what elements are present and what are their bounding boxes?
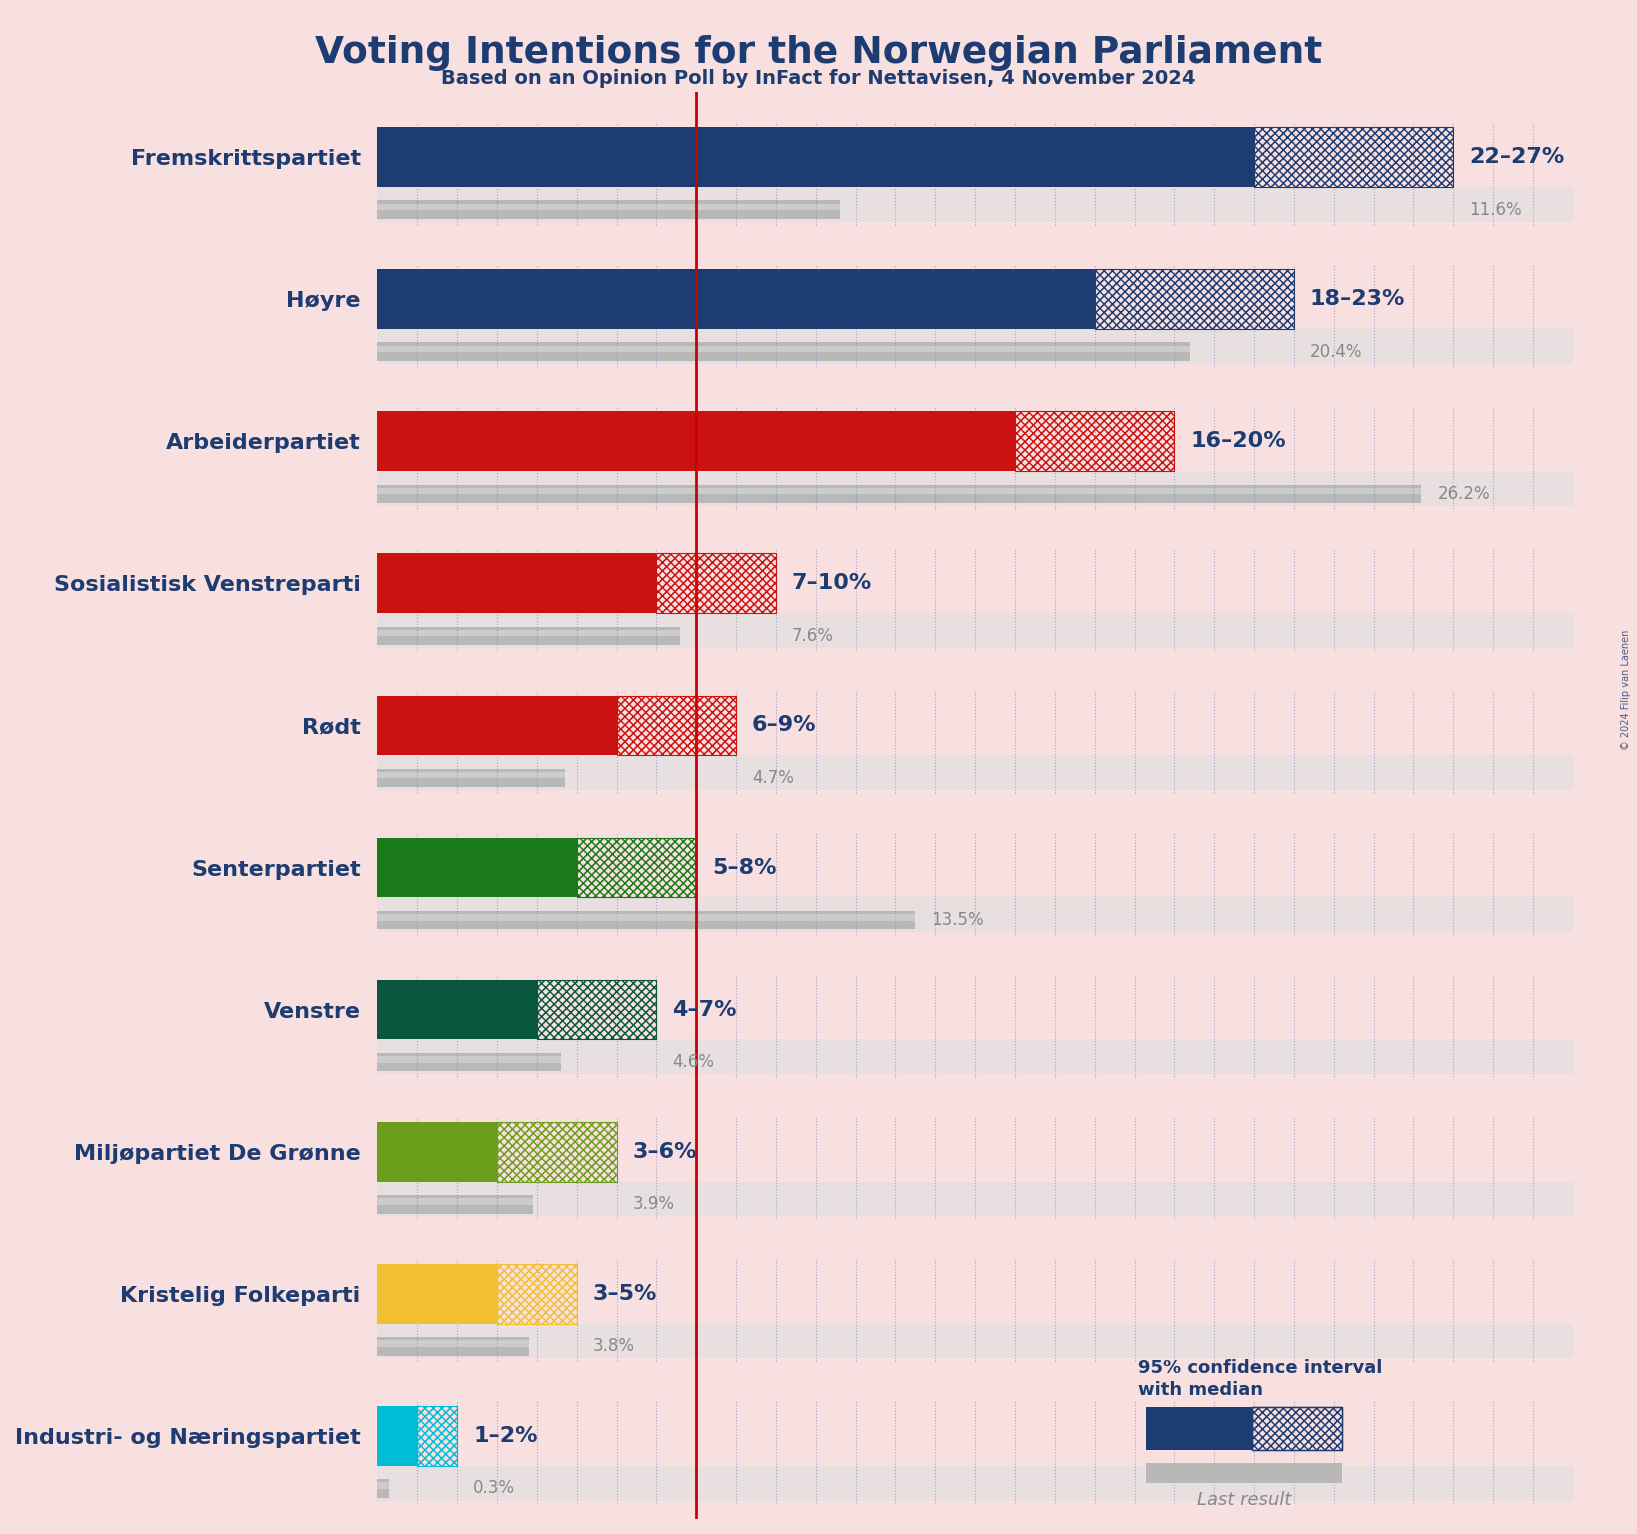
Bar <box>378 1052 561 1071</box>
Bar <box>498 1264 576 1324</box>
Bar <box>378 695 617 755</box>
Bar <box>378 204 840 210</box>
Bar <box>378 614 1573 647</box>
Bar <box>1015 411 1174 471</box>
Text: 22–27%: 22–27% <box>1470 147 1565 167</box>
Text: 5–8%: 5–8% <box>712 858 776 877</box>
Bar <box>378 1264 498 1324</box>
Bar <box>656 554 776 614</box>
Bar <box>1254 127 1454 187</box>
Bar <box>378 342 1190 360</box>
Bar <box>378 1465 1573 1500</box>
Text: 7.6%: 7.6% <box>792 627 833 644</box>
Bar <box>378 911 915 930</box>
Text: 13.5%: 13.5% <box>931 911 984 930</box>
Bar <box>378 1341 529 1347</box>
Text: 95% confidence interval
with median: 95% confidence interval with median <box>1138 1359 1382 1399</box>
Bar <box>1095 270 1293 328</box>
Bar <box>378 127 1254 187</box>
Bar <box>537 980 656 1040</box>
Bar <box>378 411 1015 471</box>
Bar <box>378 838 576 897</box>
Bar <box>617 695 737 755</box>
Bar <box>378 1479 390 1497</box>
Text: 3.8%: 3.8% <box>593 1338 635 1356</box>
Bar <box>378 1324 1573 1359</box>
Text: 7–10%: 7–10% <box>792 574 873 594</box>
Text: 4.7%: 4.7% <box>751 769 794 787</box>
Bar <box>378 270 1095 328</box>
Bar <box>378 630 681 637</box>
Bar <box>378 772 565 778</box>
Bar <box>378 328 1573 364</box>
Bar <box>576 838 696 897</box>
Text: 3–5%: 3–5% <box>593 1284 656 1304</box>
Bar <box>378 1057 561 1063</box>
Bar <box>378 1198 532 1204</box>
Text: © 2024 Filip van Laenen: © 2024 Filip van Laenen <box>1621 630 1630 750</box>
Bar <box>498 1264 576 1324</box>
Bar <box>1015 411 1174 471</box>
Bar <box>617 695 737 755</box>
Text: 4–7%: 4–7% <box>673 1000 737 1020</box>
Text: 3–6%: 3–6% <box>632 1141 697 1161</box>
Bar <box>378 187 1573 222</box>
Text: 0.3%: 0.3% <box>473 1479 516 1497</box>
Bar <box>378 1181 1573 1216</box>
Bar <box>378 980 537 1040</box>
Text: Based on an Opinion Poll by InFact for Nettavisen, 4 November 2024: Based on an Opinion Poll by InFact for N… <box>442 69 1195 87</box>
Bar <box>378 1195 532 1213</box>
Bar <box>378 201 840 219</box>
Text: 4.6%: 4.6% <box>673 1054 714 1071</box>
Bar <box>378 471 1573 506</box>
Bar <box>498 1121 617 1181</box>
Bar <box>378 345 1190 353</box>
Bar <box>378 769 565 787</box>
Text: Voting Intentions for the Norwegian Parliament: Voting Intentions for the Norwegian Parl… <box>314 35 1323 71</box>
Bar <box>417 1407 457 1465</box>
Text: 11.6%: 11.6% <box>1470 201 1522 219</box>
Bar <box>576 838 696 897</box>
Bar <box>378 627 681 646</box>
Text: 18–23%: 18–23% <box>1310 288 1405 310</box>
Bar <box>378 1040 1573 1074</box>
Bar <box>378 1121 498 1181</box>
Bar <box>417 1407 457 1465</box>
Bar <box>1254 127 1454 187</box>
Text: 16–20%: 16–20% <box>1190 431 1287 451</box>
Bar <box>378 485 1421 503</box>
Bar <box>378 1482 390 1490</box>
Bar <box>378 914 915 920</box>
Text: 3.9%: 3.9% <box>632 1195 674 1213</box>
Text: 6–9%: 6–9% <box>751 715 817 735</box>
Bar <box>537 980 656 1040</box>
Bar <box>378 897 1573 933</box>
Text: 26.2%: 26.2% <box>1437 485 1490 503</box>
Bar <box>378 554 656 614</box>
Bar <box>378 488 1421 494</box>
Text: Last result: Last result <box>1197 1491 1292 1509</box>
Bar <box>656 554 776 614</box>
Text: 1–2%: 1–2% <box>473 1427 537 1447</box>
Bar <box>378 1407 417 1465</box>
Bar <box>378 1338 529 1356</box>
Bar <box>498 1121 617 1181</box>
Bar <box>378 755 1573 790</box>
Bar <box>1095 270 1293 328</box>
Text: 20.4%: 20.4% <box>1310 342 1362 360</box>
